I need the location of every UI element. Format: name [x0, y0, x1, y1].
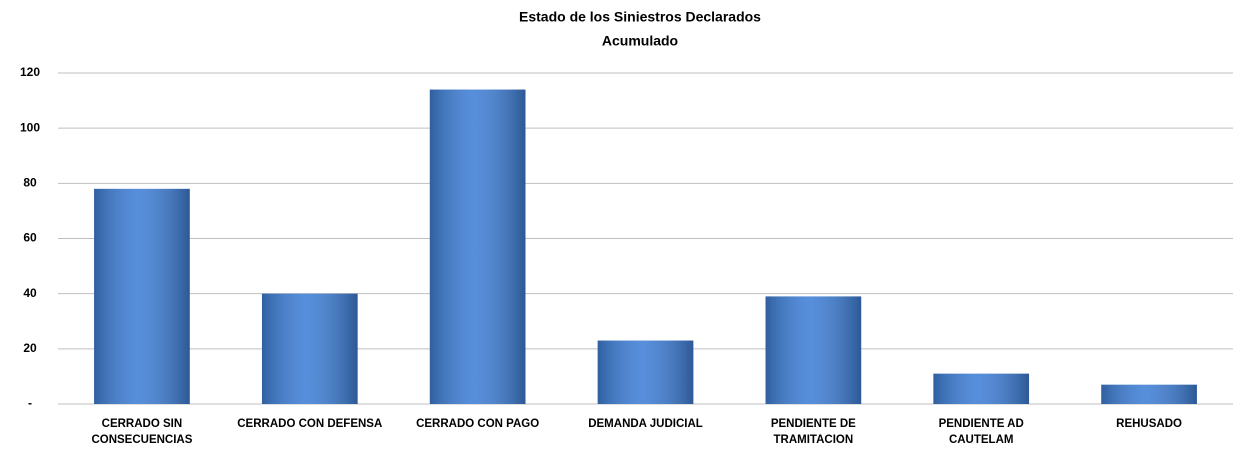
x-tick-label: CERRADO CON PAGO: [416, 418, 540, 430]
y-tick-label: 20: [23, 341, 37, 355]
y-tick-label: 100: [20, 120, 40, 134]
bar-shade: [94, 188, 190, 404]
bar-shade: [1101, 384, 1197, 404]
bar-shade: [933, 373, 1030, 404]
bar-shade: [765, 296, 862, 404]
x-tick-label: PENDIENTE DE TRAMITACION: [770, 418, 856, 446]
bar-shade: [261, 293, 358, 404]
chart-subtitle: Acumulado: [602, 33, 678, 49]
chart-title: Estado de los Siniestros Declarados: [519, 9, 761, 25]
y-tick-label: 80: [23, 176, 37, 190]
x-tick-label: PENDIENTE AD CAUTELAM: [938, 418, 1024, 446]
bar-shade: [429, 89, 526, 405]
y-tick-label: -: [28, 396, 32, 410]
y-tick-label: 40: [23, 286, 37, 300]
x-tick-label: CERRADO SIN CONSECUENCIAS: [91, 418, 193, 446]
y-tick-label: 60: [23, 231, 37, 245]
y-tick-label: 120: [20, 65, 40, 79]
x-tick-label: REHUSADO: [1116, 418, 1182, 430]
x-tick-label: CERRADO CON DEFENSA: [237, 418, 383, 430]
x-tick-label: DEMANDA JUDICIAL: [588, 418, 703, 430]
bar-shade: [597, 340, 694, 404]
